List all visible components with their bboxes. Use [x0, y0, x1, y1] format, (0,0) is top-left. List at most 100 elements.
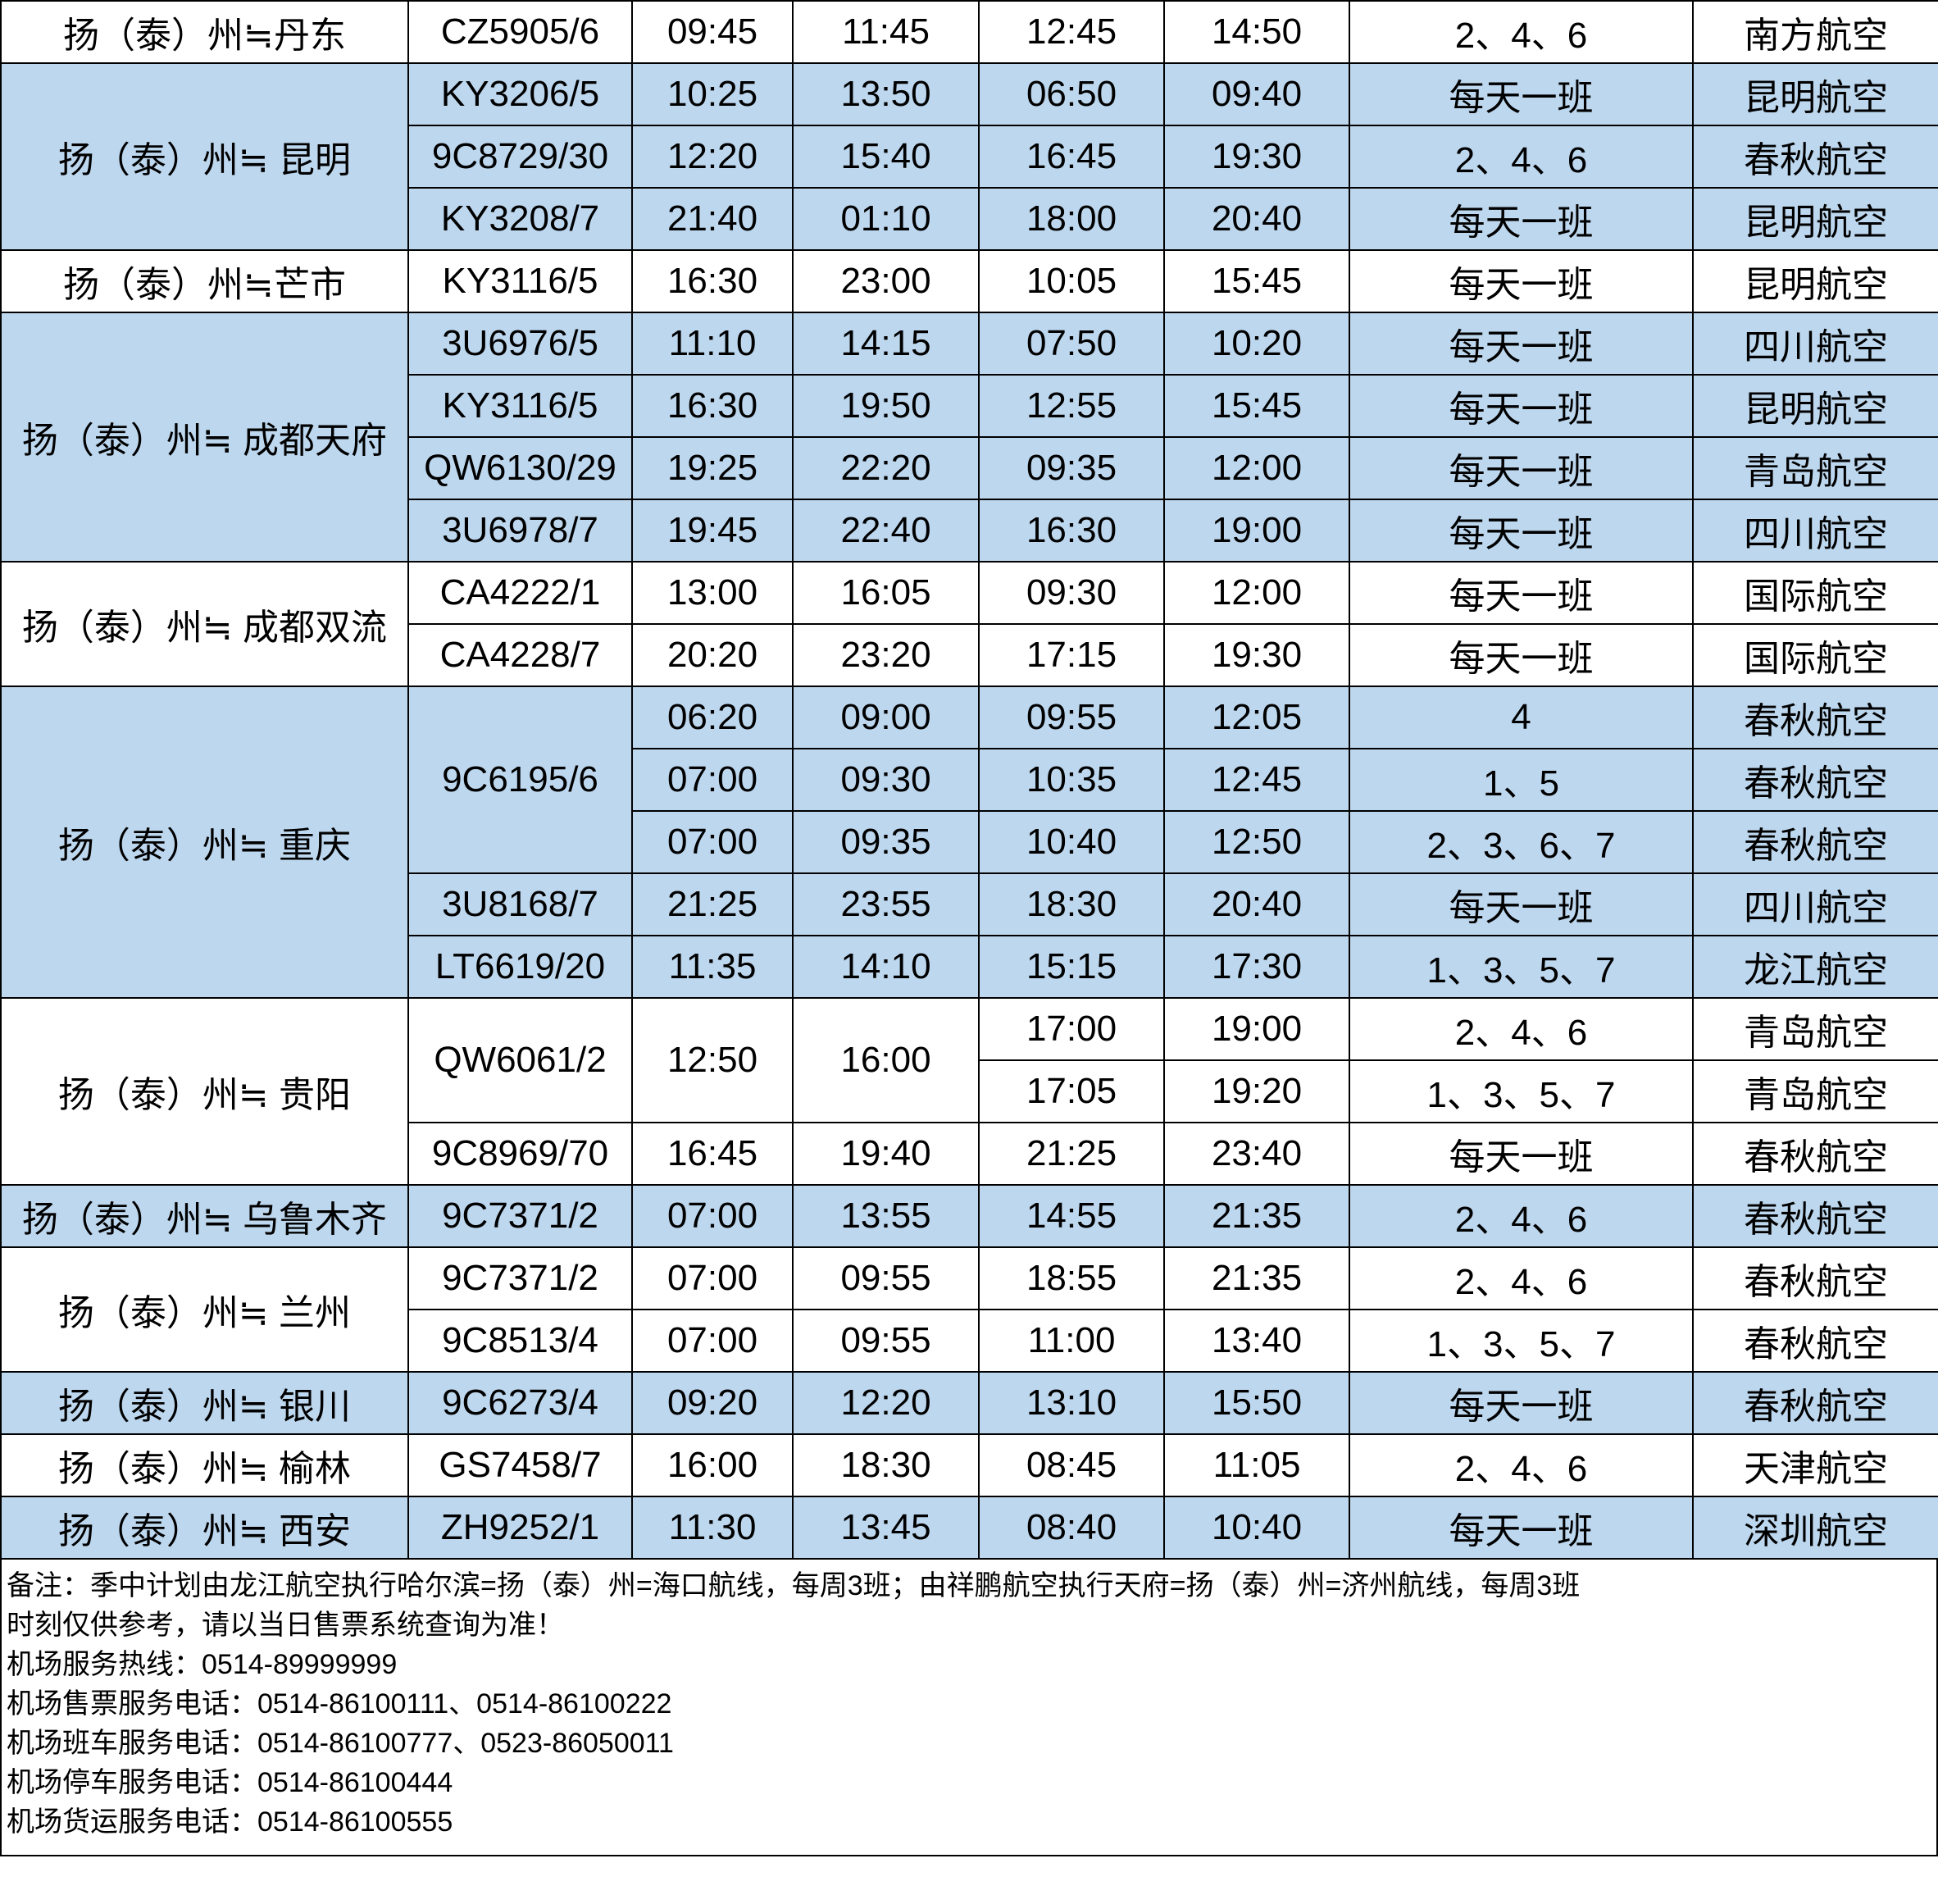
days: 每天一班 [1349, 187, 1694, 251]
flight-no: 3U6978/7 [407, 499, 633, 563]
flight-no: 9C8513/4 [407, 1309, 633, 1373]
time: 18:55 [978, 1246, 1165, 1310]
row: 扬（泰）州≒ 西安 ZH9252/1 11:30 13:45 08:40 10:40 每天一… [0, 1496, 1938, 1560]
time: 16:45 [978, 125, 1165, 189]
time: 10:05 [978, 249, 1165, 313]
airline: 青岛航空 [1692, 1059, 1938, 1123]
route: 扬（泰）州≒丹东 [0, 0, 409, 64]
time: 09:40 [1163, 62, 1350, 126]
airline: 昆明航空 [1692, 187, 1938, 251]
time: 16:00 [631, 1433, 794, 1497]
days: 2、4、6 [1349, 1246, 1694, 1310]
time: 15:15 [978, 935, 1165, 999]
time: 20:40 [1163, 872, 1350, 936]
row: QW6130/29 19:25 22:20 09:35 12:00 每天一班 青岛航空 [1, 436, 1938, 500]
route: 扬（泰）州≒ 成都天府 [0, 312, 409, 563]
time: 13:45 [792, 1496, 980, 1560]
time: 09:35 [978, 436, 1165, 500]
time: 14:50 [1163, 0, 1350, 64]
days: 每天一班 [1349, 1496, 1694, 1560]
row: 扬（泰）州≒ 成都天府 3U6976/5 11:10 14:15 07:50 10:20 每… [0, 312, 1938, 563]
days: 每天一班 [1349, 249, 1694, 313]
flight-no: QW6061/2 [407, 997, 633, 1123]
row: 9C8969/70 16:45 19:40 21:25 23:40 每天一班 春秋航空 [1, 1122, 1938, 1186]
airline: 国际航空 [1692, 561, 1938, 625]
time: 19:50 [792, 374, 980, 438]
row: KY3116/5 16:30 19:50 12:55 15:45 每天一班 昆明航空 [1, 374, 1938, 438]
flight-no: 3U6976/5 [407, 312, 633, 376]
schedule-table: 扬（泰）州≒丹东 CZ5905/6 09:45 11:45 12:45 14:50 2、4、… [0, 0, 1938, 1560]
days: 1、5 [1349, 748, 1694, 812]
days: 每天一班 [1349, 312, 1694, 376]
airline: 昆明航空 [1692, 249, 1938, 313]
row: CA4228/7 20:20 23:20 17:15 19:30 每天一班 国际航空 [1, 623, 1938, 687]
time: 20:40 [1163, 187, 1350, 251]
days: 每天一班 [1349, 374, 1694, 438]
time: 23:20 [792, 623, 980, 687]
time: 11:35 [631, 935, 794, 999]
time: 18:30 [978, 872, 1165, 936]
airline: 春秋航空 [1692, 810, 1938, 874]
time: 06:20 [631, 686, 794, 749]
days: 每天一班 [1349, 62, 1694, 126]
days: 2、4、6 [1349, 997, 1694, 1061]
days: 1、3、5、7 [1349, 935, 1694, 999]
time: 13:40 [1163, 1309, 1350, 1373]
time: 15:45 [1163, 374, 1350, 438]
flight-no: KY3206/5 [407, 62, 633, 126]
time: 19:20 [1163, 1059, 1350, 1123]
row: 07:00 09:30 10:35 12:45 1、5 春秋航空 [1, 748, 1938, 812]
flight-no: 9C8969/70 [407, 1122, 633, 1186]
time: 23:55 [792, 872, 980, 936]
time: 12:50 [1163, 810, 1350, 874]
flight-no: KY3116/5 [407, 249, 633, 313]
airline: 深圳航空 [1692, 1496, 1938, 1560]
time: 20:20 [631, 623, 794, 687]
flight-no: CZ5905/6 [407, 0, 633, 64]
row: 9C8513/4 07:00 09:55 11:00 13:40 1、3、5、7 春秋航空 [1, 1309, 1938, 1373]
days: 每天一班 [1349, 1371, 1694, 1435]
time: 19:25 [631, 436, 794, 500]
time: 19:00 [1163, 997, 1350, 1061]
route: 扬（泰）州≒ 银川 [0, 1371, 409, 1435]
flight-no: 3U8168/7 [407, 872, 633, 936]
time: 15:40 [792, 125, 980, 189]
time: 10:20 [1163, 312, 1350, 376]
time: 10:25 [631, 62, 794, 126]
time: 08:40 [978, 1496, 1165, 1560]
time: 11:45 [792, 0, 980, 64]
note-line: 时刻仅供参考，请以当日售票系统查询为准！ [7, 1610, 564, 1641]
time: 10:40 [1163, 1496, 1350, 1560]
time: 09:20 [631, 1371, 794, 1435]
days: 1、3、5、7 [1349, 1309, 1694, 1373]
time: 11:30 [631, 1496, 794, 1560]
airline: 春秋航空 [1692, 1184, 1938, 1248]
days: 每天一班 [1349, 499, 1694, 563]
time: 09:35 [792, 810, 980, 874]
time: 21:25 [631, 872, 794, 936]
flight-no: QW6130/29 [407, 436, 633, 500]
time: 18:00 [978, 187, 1165, 251]
note-line: 机场货运服务电话：0514-86100555 [7, 1806, 453, 1838]
time: 09:55 [792, 1309, 980, 1373]
time: 09:00 [792, 686, 980, 749]
row: 扬（泰）州≒ 榆林 GS7458/7 16:00 18:30 08:45 11:05 2、4… [0, 1433, 1938, 1497]
time: 13:55 [792, 1184, 980, 1248]
flight-no: LT6619/20 [407, 935, 633, 999]
row: 3U6978/7 19:45 22:40 16:30 19:00 每天一班 四川航空 [1, 499, 1938, 563]
time: 12:20 [792, 1371, 980, 1435]
time: 12:00 [1163, 436, 1350, 500]
airline: 四川航空 [1692, 499, 1938, 563]
time: 07:50 [978, 312, 1165, 376]
flight-no: 9C6273/4 [407, 1371, 633, 1435]
time: 12:00 [1163, 561, 1350, 625]
time: 12:20 [631, 125, 794, 189]
flight-no: CA4228/7 [407, 623, 633, 687]
row: 扬（泰）州≒ 昆明 KY3206/5 10:25 13:50 06:50 09:40 每天一… [0, 62, 1938, 251]
time: 16:30 [631, 249, 794, 313]
row: 17:05 19:20 1、3、5、7 青岛航空 [1, 1059, 1938, 1123]
row: 3U8168/7 21:25 23:55 18:30 20:40 每天一班 四川航空 [1, 872, 1938, 936]
airline: 春秋航空 [1692, 1122, 1938, 1186]
time: 14:55 [978, 1184, 1165, 1248]
time: 08:45 [978, 1433, 1165, 1497]
